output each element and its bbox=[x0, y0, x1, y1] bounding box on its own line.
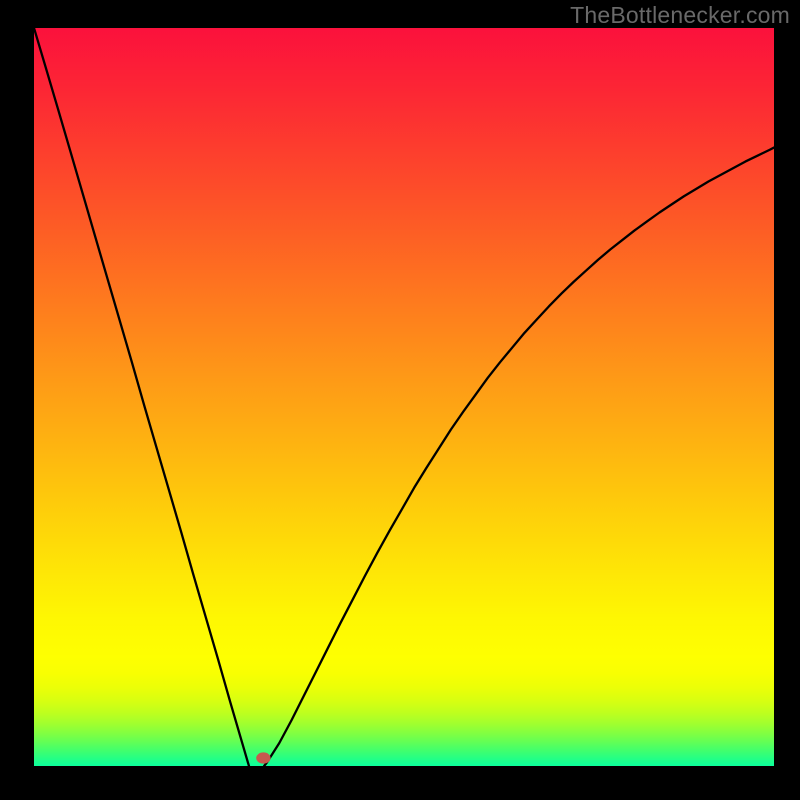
minimum-marker bbox=[256, 752, 270, 763]
gradient-background bbox=[34, 28, 774, 766]
chart-frame: TheBottlenecker.com bbox=[0, 0, 800, 800]
watermark-text: TheBottlenecker.com bbox=[570, 2, 790, 29]
plot-area bbox=[34, 28, 774, 766]
